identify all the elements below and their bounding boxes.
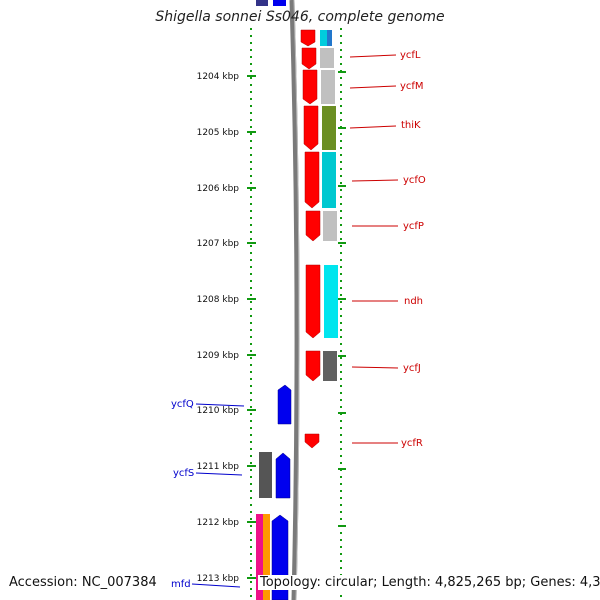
cog-strip (322, 106, 336, 150)
leader-line (192, 584, 240, 587)
genome-map: 1204 kbp 1205 kbp 1206 kbp 1207 kbp 1208… (0, 0, 600, 600)
gene-label-ycfQ[interactable]: ycfQ (171, 399, 194, 410)
tick-label: 1213 kbp (197, 574, 240, 584)
gene-label-ycfR[interactable]: ycfR (401, 438, 423, 449)
tick-label: 1205 kbp (197, 128, 240, 138)
cog-strip (327, 30, 332, 46)
leader-line (350, 86, 396, 88)
gene-arrow[interactable] (306, 351, 320, 381)
leader-line (350, 126, 396, 128)
gene-arrow[interactable] (304, 106, 318, 150)
gene-label-ndh[interactable]: ndh (404, 296, 423, 307)
gene-arrow[interactable] (303, 70, 317, 104)
gene-label-ycfP[interactable]: ycfP (403, 221, 424, 232)
tick-label: 1207 kbp (197, 239, 240, 249)
gene-label-mfd[interactable]: mfd (171, 579, 191, 590)
gene-arrow[interactable] (301, 30, 315, 46)
cog-strip (323, 351, 337, 381)
gene-top-fragment-a (256, 0, 268, 6)
tick-label: 1204 kbp (197, 72, 240, 82)
gene-arrow[interactable] (305, 152, 319, 208)
gene-arrow[interactable] (306, 211, 320, 241)
gene-top-fragment-b (273, 0, 286, 6)
gene-label-thiK[interactable]: thiK (401, 120, 421, 131)
tick-label: 1210 kbp (197, 406, 240, 416)
ruler-tick-labels: 1204 kbp 1205 kbp 1206 kbp 1207 kbp 1208… (197, 72, 240, 584)
gene-label-ycfJ[interactable]: ycfJ (403, 363, 421, 374)
gene-arrow[interactable] (306, 265, 320, 338)
leader-line (352, 367, 398, 368)
genome-title: Shigella sonnei Ss046, complete genome (0, 9, 600, 25)
tick-label: 1212 kbp (197, 518, 240, 528)
forward-strand-genes (301, 30, 320, 448)
gene-label-ycfO[interactable]: ycfO (403, 175, 426, 186)
leader-line (352, 180, 398, 181)
tick-label: 1209 kbp (197, 351, 240, 361)
gene-label-ycfM[interactable]: ycfM (400, 81, 424, 92)
gene-arrow[interactable] (278, 385, 291, 424)
cog-strip (320, 48, 334, 68)
genome-summary: Topology: circular; Length: 4,825,265 bp… (258, 575, 600, 590)
accession-label: Accession: NC_007384 (7, 575, 159, 590)
gene-arrow[interactable] (305, 434, 319, 448)
gene-label-ycfS[interactable]: ycfS (173, 468, 194, 479)
cog-strip-reverse (259, 452, 272, 498)
reverse-strand-genes (256, 385, 291, 600)
gene-arrow[interactable] (276, 453, 290, 498)
tick-label: 1208 kbp (197, 295, 240, 305)
gene-label-ycfL[interactable]: ycfL (400, 50, 421, 61)
cog-strip (320, 30, 327, 46)
leader-line (350, 55, 396, 57)
tick-label: 1206 kbp (197, 184, 240, 194)
cog-strip (323, 211, 337, 241)
cog-strip (324, 265, 338, 338)
cog-category-strips (320, 30, 338, 381)
cog-strip (321, 70, 335, 104)
gene-arrow[interactable] (302, 48, 316, 69)
genome-map-view: 1204 kbp 1205 kbp 1206 kbp 1207 kbp 1208… (0, 0, 600, 600)
cog-strip (322, 152, 336, 208)
leader-line (196, 473, 242, 475)
tick-label: 1211 kbp (197, 462, 240, 472)
